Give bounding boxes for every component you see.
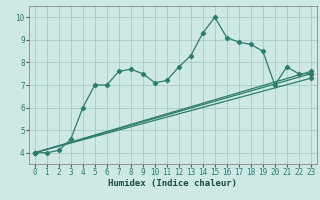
- X-axis label: Humidex (Indice chaleur): Humidex (Indice chaleur): [108, 179, 237, 188]
